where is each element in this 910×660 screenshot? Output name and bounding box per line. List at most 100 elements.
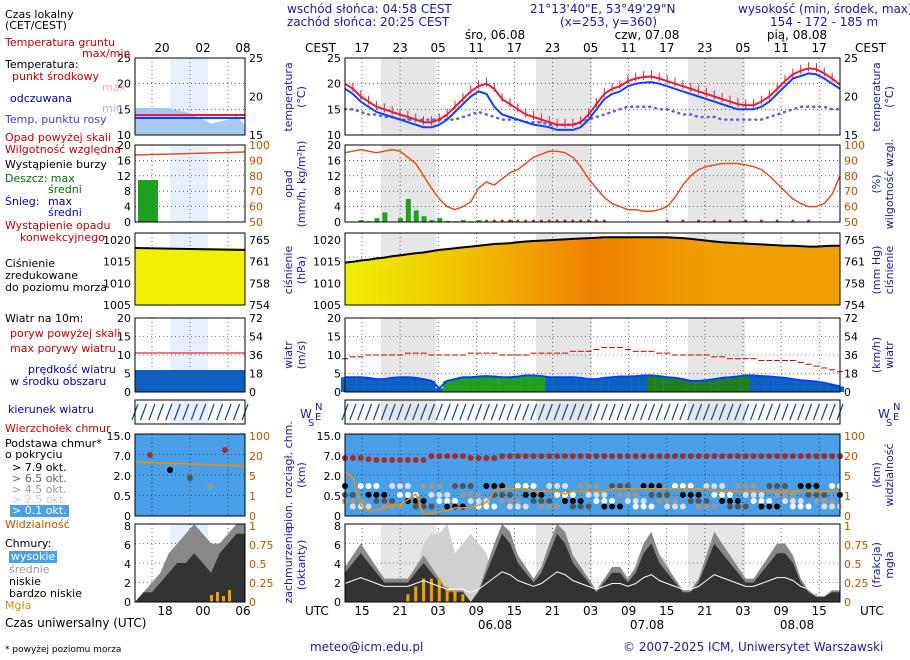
precip-axis-unit-left: (mm/h, kg/m²h) <box>295 141 308 228</box>
cloud-base-dot <box>467 483 474 490</box>
wind-direction-arrow <box>750 403 758 421</box>
cloud-base-dot <box>483 503 490 510</box>
cloud-top-dot <box>546 453 553 460</box>
cest-tick: 05 <box>735 41 750 55</box>
day-label: czw, 07.08 <box>615 28 680 42</box>
cloud-base-dot <box>695 503 702 510</box>
wind-speed-bar <box>396 377 404 392</box>
cloud-base-dot <box>766 498 773 505</box>
rain-bar <box>421 216 427 222</box>
humidity-axis-unit-right: (%) <box>870 174 883 193</box>
wind-tick-right: 18 <box>844 368 858 381</box>
cest-tick: 17 <box>812 41 827 55</box>
prec-mini-tick-left: 20 <box>117 139 131 152</box>
pressure-axis-label-right: ciśnienie <box>883 246 896 295</box>
cloud-top-dot <box>499 453 506 460</box>
prec-tick-right: 80 <box>844 170 858 183</box>
cover-mini-tick-right: 0.5 <box>249 558 267 571</box>
cloud-base-dot <box>373 491 380 498</box>
pressure-axis-label-left: ciśnienie <box>282 246 295 295</box>
mini-night-band <box>170 400 208 424</box>
cloud-base-dot <box>467 491 474 498</box>
pres-tick-right: 758 <box>844 277 865 290</box>
cloud-base-dot <box>538 498 545 505</box>
wind-speed-bar <box>647 375 656 392</box>
cloud-base-dot <box>601 498 608 505</box>
fog-axis-unit-right: (frakcja) <box>870 542 883 588</box>
prec-tick-left: 20 <box>327 139 341 152</box>
cloud-tick-right: 5 <box>844 470 851 483</box>
legend-dewpoint: Temp. punktu rosy <box>5 113 107 126</box>
cloud-base-dot <box>546 483 553 490</box>
mini-cloud-dot <box>187 475 193 481</box>
fog-bar <box>445 586 449 602</box>
cloud-top-dot <box>357 455 364 462</box>
cloud-base-dot <box>593 498 600 505</box>
cloud-base-dot <box>546 498 553 505</box>
wind-direction-arrow <box>459 403 467 421</box>
cest-tick: 11 <box>621 41 636 55</box>
utc-tick: 15 <box>659 604 674 618</box>
wind-speed-bar <box>521 375 530 392</box>
wind-speed-bar <box>482 376 491 392</box>
rain-bar <box>460 220 466 222</box>
cloud-top-dot <box>585 453 592 460</box>
wind-mini-tick-right: 72 <box>249 312 263 325</box>
fog-bar <box>406 594 410 602</box>
grid-label: (x=253, y=360) <box>560 15 658 29</box>
utc-label-left: UTC <box>305 604 329 618</box>
temperature-line <box>344 67 841 126</box>
legend-local-time: Czas lokalny <box>5 8 74 21</box>
cloud-base-dot <box>821 503 828 510</box>
wind-direction-arrow <box>396 403 404 421</box>
wind-direction-arrow <box>569 403 577 421</box>
wind-speed-bar <box>710 379 719 392</box>
prec-tick-right: 90 <box>844 154 858 167</box>
cloud-mini-tick-left: 7.0 <box>114 450 132 463</box>
pres-tick-left: 1010 <box>313 277 341 290</box>
cloud-base-dot <box>797 483 804 490</box>
pressure-area <box>345 237 840 305</box>
wind-axis-unit-left: (m/s) <box>295 341 308 370</box>
legend-wind-dir: kierunek wiatru <box>8 403 94 416</box>
wind-direction-arrow <box>490 403 498 421</box>
rain-bar <box>445 220 451 222</box>
cloud-base-dot <box>711 491 718 498</box>
wind-speed-bar <box>411 377 420 392</box>
wind-direction-arrow <box>467 403 475 421</box>
cloud-mini-tick-right: 1 <box>249 490 256 503</box>
mini-cloud-dot <box>222 447 228 453</box>
wind-speed-bar <box>466 377 475 392</box>
cloud-base-dot <box>672 483 678 490</box>
wind-speed-bar <box>726 377 734 392</box>
wind-direction-arrow <box>734 403 742 421</box>
wind-speed-bar <box>364 377 373 392</box>
mini-local-tick: 02 <box>195 41 210 55</box>
wind-speed-bar <box>741 375 750 392</box>
cloud-base-dot <box>632 491 639 498</box>
cloud-base-dot <box>483 483 490 490</box>
cloud-base-dot <box>404 498 411 505</box>
cloud-base-dot <box>734 483 741 490</box>
legend-pressure: Ciśnienie <box>5 257 56 270</box>
cloud-base-dot <box>766 483 773 490</box>
cloud-base-dot <box>538 503 545 510</box>
cloud-base-dot <box>703 498 710 505</box>
wind-speed-bar <box>388 377 397 392</box>
legend-soil-temp-2: max/min <box>82 47 131 60</box>
utc-tick: 15 <box>354 604 369 618</box>
mini-wind-area <box>135 370 245 392</box>
cover-tick-right: 0.75 <box>844 539 869 552</box>
cloud-mini-tick-right: 5 <box>249 470 256 483</box>
rain-bar <box>476 220 482 222</box>
cloud-base-dot <box>436 491 443 498</box>
cest-tick: 23 <box>392 41 407 55</box>
cloud-base-dot <box>381 498 388 505</box>
legend-okt79: > 7.9 okt. <box>12 461 67 474</box>
cloud-base-dot <box>672 498 678 505</box>
cloud-tick-left: 15.0 <box>317 430 342 443</box>
contact-email[interactable]: meteo@icm.edu.pl <box>310 640 424 654</box>
cloud-top-dot <box>514 453 521 460</box>
cloud-base-dot <box>719 491 726 498</box>
pres-mini-tick-left: 1005 <box>103 299 131 312</box>
